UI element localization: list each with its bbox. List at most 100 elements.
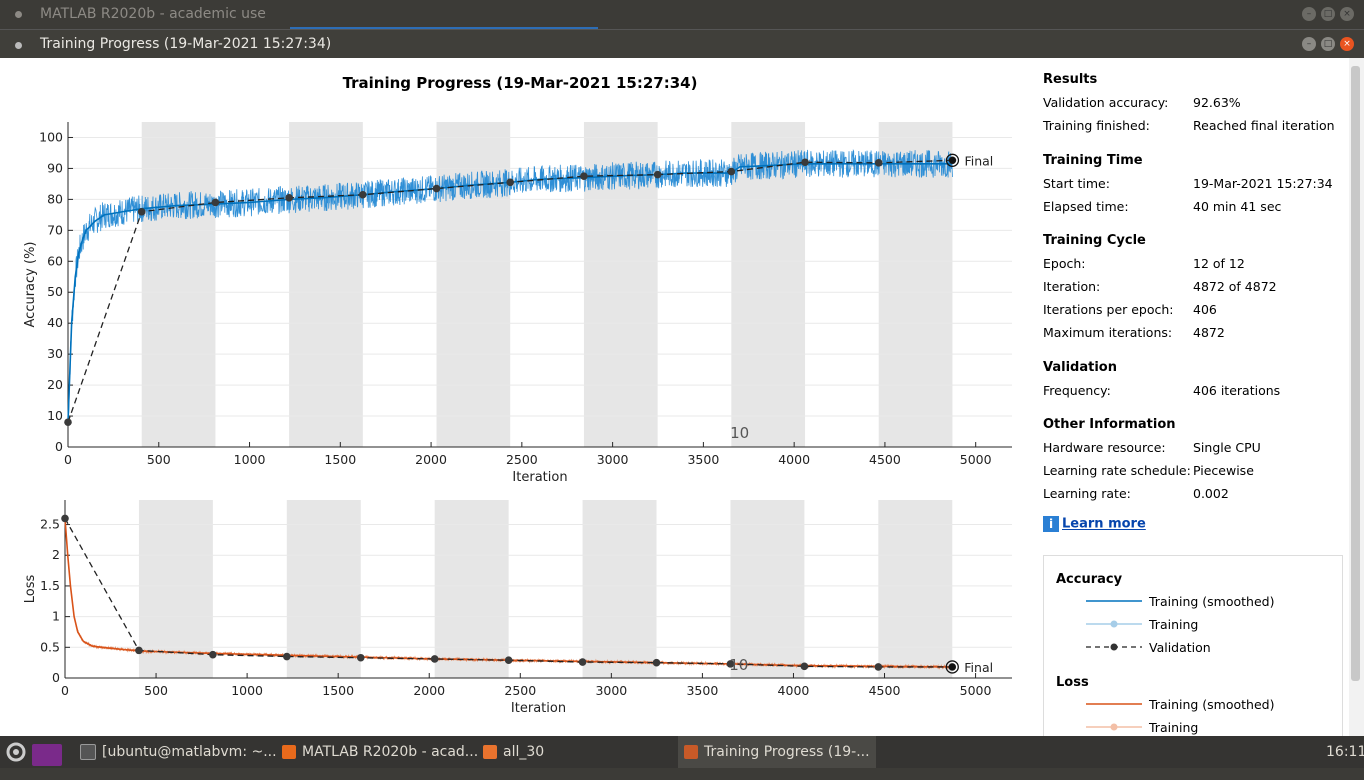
workspace-icon [32,743,62,766]
scrollbar-thumb[interactable] [1351,66,1360,681]
taskbar-item-training-progress[interactable]: Training Progress (19-... [678,736,876,768]
max-iterations-value: 4872 [1193,325,1225,340]
validation-point [506,178,515,187]
validation-point [430,655,439,663]
x-tick-label: 0 [64,452,72,467]
matlab-icon [282,745,296,759]
legend-panel: Accuracy Training (smoothed) Training Va… [1043,555,1343,736]
taskbar-item-folder[interactable]: all_30 [483,736,544,768]
legend-marker-acc-validation [1110,643,1118,651]
info-icon: i [1043,516,1059,532]
iterations-per-epoch-value: 406 [1193,302,1217,317]
x-tick-label: 2000 [415,452,447,467]
info-sidebar: Results Validation accuracy: 92.63% Trai… [1043,58,1348,736]
x-tick-label: 4500 [869,683,901,698]
taskbar-item-terminal[interactable]: [ubuntu@matlabvm: ~... [80,736,277,768]
validation-point [801,158,809,167]
page-title: Training Progress (19-Mar-2021 15:27:34) [342,74,698,92]
final-label: Final [964,660,993,675]
legend-loss-training-label: Training [1149,720,1199,735]
x-tick-label: 1000 [231,683,263,698]
x-tick-label: 4000 [778,683,810,698]
epoch-band [138,500,213,678]
taskbar-item-matlab[interactable]: MATLAB R2020b - acad... [282,736,478,768]
taskbar-label: all_30 [503,744,545,760]
legend-loss-swatches [1086,703,1142,731]
validation-point [135,646,143,655]
validation-point [652,658,661,667]
maximize-icon[interactable]: □ [1321,7,1335,21]
validation-point [209,650,217,659]
validation-point [800,662,809,671]
elapsed-time-label: Elapsed time: [1043,199,1129,214]
y-tick-label: 20 [47,377,63,392]
start-time-label: Start time: [1043,176,1110,191]
taskbar-label: [ubuntu@matlabvm: ~... [102,744,277,760]
x-tick-label: 5000 [960,452,992,467]
results-heading: Results [1043,72,1098,87]
validation-point [653,170,662,179]
window-menu-icon[interactable] [15,42,22,49]
x-tick-label: 4500 [869,452,901,467]
x-tick-label: 1000 [234,452,266,467]
terminal-icon [80,744,96,760]
x-tick-label: 1500 [324,452,356,467]
validation-accuracy-label: Validation accuracy: [1043,95,1169,110]
x-tick-label: 500 [144,683,168,698]
minimize-icon[interactable]: – [1302,37,1316,51]
legend-accuracy-heading: Accuracy [1056,572,1123,587]
validation-point [61,514,69,523]
start-time-value: 19-Mar-2021 15:27:34 [1193,176,1333,191]
x-tick-label: 3500 [686,683,718,698]
y-tick-label: 60 [47,253,63,268]
validation-point [64,418,72,427]
validation-point [432,184,441,193]
launcher-icon[interactable] [4,736,28,768]
validation-point [283,652,291,661]
maximize-icon[interactable]: □ [1321,37,1335,51]
frequency-label: Frequency: [1043,383,1111,398]
y-tick-label: 80 [47,191,63,206]
frequency-value: 406 iterations [1193,383,1281,398]
training-finished-value: Reached final iteration [1193,118,1335,133]
workspace-switcher[interactable] [32,736,68,768]
legend-acc-validation-label: Validation [1149,640,1211,655]
minimize-icon[interactable]: – [1302,7,1316,21]
x-tick-label: 500 [147,452,171,467]
x-tick-label: 2500 [506,452,538,467]
epoch-band [878,500,953,678]
validation-point [285,194,293,202]
y-axis-label: Accuracy (%) [23,242,38,328]
y-tick-label: 2.5 [40,517,60,532]
iterations-per-epoch-label: Iterations per epoch: [1043,302,1174,317]
lr-schedule-label: Learning rate schedule: [1043,463,1191,478]
folder-icon [483,745,497,759]
charts-area: 0 500 1000 1500 2000 2500 3000 3500 4000 4500 5000… [23,122,1012,716]
other-info-heading: Other Information [1043,417,1176,432]
legend-acc-smoothed-label: Training (smoothed) [1149,594,1275,609]
focus-indicator [290,27,598,29]
epoch-band [286,500,361,678]
final-marker [945,660,959,674]
epoch-band [730,500,805,678]
legend-loss-heading: Loss [1056,675,1089,690]
iteration-label: Iteration: [1043,279,1101,294]
y-tick-label: 40 [47,315,63,330]
close-icon[interactable]: × [1340,37,1354,51]
epoch-band [289,122,363,447]
epoch-value: 12 of 12 [1193,256,1245,271]
sidebar-scrollbar[interactable] [1349,58,1364,736]
close-icon[interactable]: × [1340,7,1354,21]
x-tick-label: 0 [61,683,69,698]
background-window-titlebar[interactable]: MATLAB R2020b - academic use – □ × [0,0,1364,29]
epoch-annotation: 10 [730,424,749,442]
legend-accuracy-swatches [1086,600,1142,651]
window-menu-icon[interactable] [15,11,22,18]
window-titlebar[interactable]: Training Progress (19-Mar-2021 15:27:34)… [0,29,1364,59]
training-cycle-heading: Training Cycle [1043,233,1146,248]
learning-rate-label: Learning rate: [1043,486,1131,501]
y-tick-label: 70 [47,222,63,237]
training-progress-panel: Training Progress (19-Mar-2021 15:27:34)… [0,58,1364,736]
validation-accuracy-value: 92.63% [1193,95,1241,110]
learn-more-link[interactable]: i Learn more [1043,516,1146,532]
